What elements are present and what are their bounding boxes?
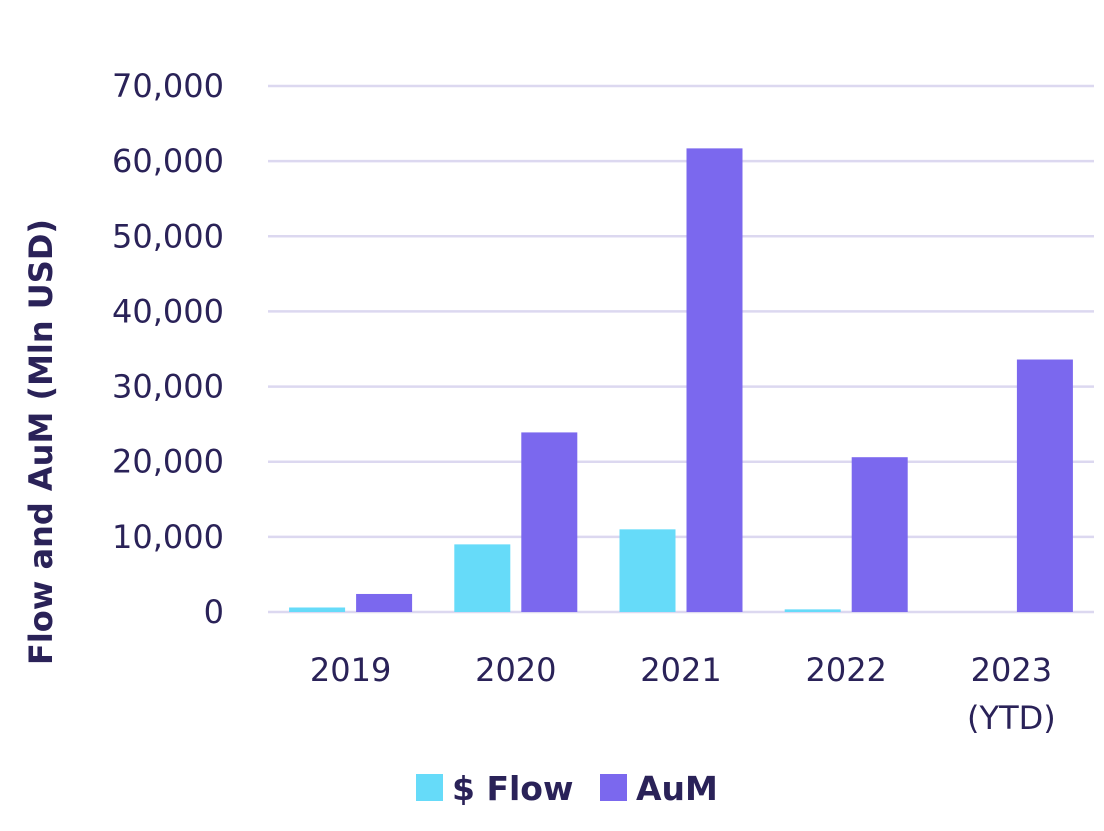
- bar-flow: [619, 529, 676, 612]
- y-tick-label: 30,000: [112, 368, 224, 406]
- y-tick-label: 70,000: [112, 67, 224, 105]
- legend-label: $ Flow: [452, 769, 573, 808]
- y-axis-title: Flow and AuM (Mln USD): [22, 219, 60, 665]
- bar-flow: [784, 609, 841, 612]
- x-tick-label: 2019: [310, 651, 391, 689]
- y-tick-label: 20,000: [112, 443, 224, 481]
- legend-swatch: [416, 774, 443, 801]
- y-tick-label: 0: [204, 593, 224, 631]
- bar-flow: [289, 607, 346, 612]
- x-tick-label: 2021: [640, 651, 721, 689]
- x-tick-label: 2022: [805, 651, 886, 689]
- bar-aum: [521, 432, 578, 612]
- legend: $ Flow AuM: [416, 769, 718, 808]
- bar-flow: [454, 544, 511, 612]
- y-tick-label: 10,000: [112, 518, 224, 556]
- x-tick-label: 2023 (YTD): [967, 651, 1056, 737]
- bar-aum: [851, 457, 908, 612]
- grid-layer: [268, 84, 1094, 614]
- bar-aum: [686, 148, 743, 612]
- bar-aum: [1016, 359, 1073, 612]
- y-tick-labels: 0 10,000 20,000 30,000 40,000 50,000 60,000 70,…: [112, 67, 224, 631]
- x-tick-labels: 2019 2020 2021 2022 2023 (YTD): [310, 651, 1056, 737]
- y-tick-label: 60,000: [112, 142, 224, 180]
- x-tick-label: 2020: [475, 651, 556, 689]
- legend-label: AuM: [636, 769, 718, 808]
- bars: [289, 148, 1073, 612]
- y-tick-label: 40,000: [112, 292, 224, 330]
- y-tick-label: 50,000: [112, 217, 224, 255]
- bar-aum: [356, 593, 413, 612]
- legend-swatch: [600, 774, 627, 801]
